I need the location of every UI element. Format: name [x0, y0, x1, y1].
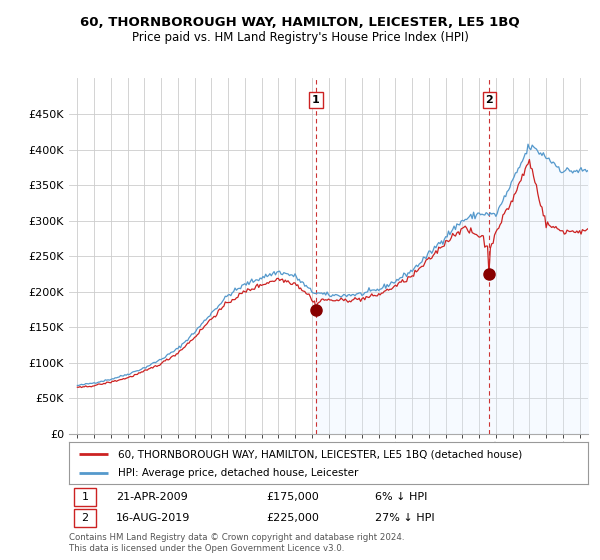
Text: 27% ↓ HPI: 27% ↓ HPI	[375, 514, 435, 523]
Text: HPI: Average price, detached house, Leicester: HPI: Average price, detached house, Leic…	[118, 469, 359, 478]
Text: 16-AUG-2019: 16-AUG-2019	[116, 514, 190, 523]
FancyBboxPatch shape	[74, 488, 96, 506]
Text: 2: 2	[82, 514, 89, 523]
Text: Price paid vs. HM Land Registry's House Price Index (HPI): Price paid vs. HM Land Registry's House …	[131, 31, 469, 44]
Text: 6% ↓ HPI: 6% ↓ HPI	[375, 492, 428, 502]
Text: Contains HM Land Registry data © Crown copyright and database right 2024.
This d: Contains HM Land Registry data © Crown c…	[69, 533, 404, 553]
FancyBboxPatch shape	[74, 510, 96, 527]
Text: 2: 2	[485, 95, 493, 105]
Text: 21-APR-2009: 21-APR-2009	[116, 492, 187, 502]
Text: £225,000: £225,000	[266, 514, 319, 523]
Text: 60, THORNBOROUGH WAY, HAMILTON, LEICESTER, LE5 1BQ (detached house): 60, THORNBOROUGH WAY, HAMILTON, LEICESTE…	[118, 449, 523, 459]
Text: 1: 1	[312, 95, 320, 105]
Text: £175,000: £175,000	[266, 492, 319, 502]
Text: 1: 1	[82, 492, 89, 502]
Text: 60, THORNBOROUGH WAY, HAMILTON, LEICESTER, LE5 1BQ: 60, THORNBOROUGH WAY, HAMILTON, LEICESTE…	[80, 16, 520, 29]
